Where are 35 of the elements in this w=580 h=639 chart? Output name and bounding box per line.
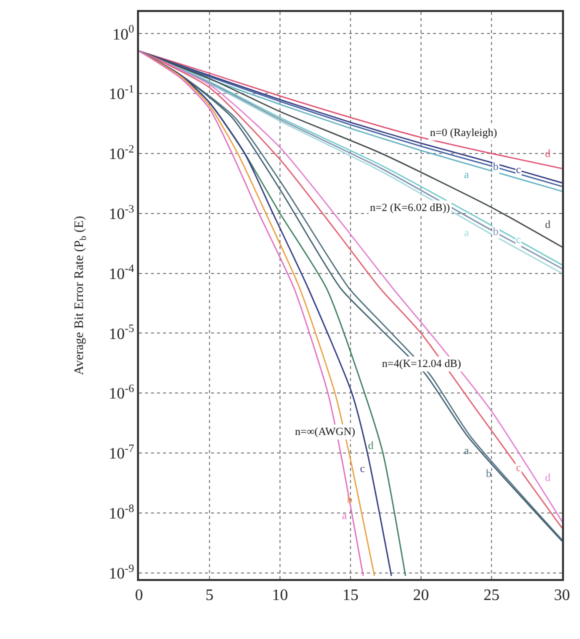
x-tick-label: 25 (484, 586, 500, 604)
series-label: a (464, 169, 469, 181)
y-tick-label: 10$^{-6}$ (108, 383, 134, 403)
y-tick-label: 10$^{-8}$ (108, 502, 134, 523)
annotation: n=2 (K=6.02 dB)) (370, 202, 450, 214)
series-label: a (342, 510, 347, 522)
y-tick-label: 10$^{-7}$ (108, 442, 134, 463)
series-label: c (516, 234, 521, 246)
x-tick-label: 15 (342, 586, 358, 604)
y-tick-label: 10$^{-2}$ (108, 143, 134, 164)
y-tick-label: 10$^{0}$ (112, 24, 134, 44)
y-tick-label: 10$^{-1}$ (108, 83, 134, 104)
series-label: b (493, 161, 499, 173)
x-tick-label: 30 (554, 586, 570, 604)
series-label: d (368, 440, 374, 452)
y-tick-label: 10$^{-4}$ (108, 263, 134, 283)
annotation: n=0 (Rayleigh) (430, 127, 498, 139)
y-tick-label: 10$^{-5}$ (108, 323, 134, 343)
y-tick-label: 10$^{-3}$ (108, 203, 134, 223)
series-label: d (545, 219, 551, 231)
series-label: a (464, 227, 469, 239)
series-label: a (464, 445, 469, 457)
x-tick-label: 10 (272, 586, 288, 604)
y-tick-label: 10$^{-9}$ (108, 562, 134, 582)
series-label: c (516, 462, 521, 474)
series-label: c (516, 164, 521, 176)
x-tick-label: 5 (206, 586, 214, 604)
x-tick-label: 0 (135, 586, 143, 604)
series-label: c (360, 463, 365, 475)
series-label: d (545, 472, 551, 484)
x-tick-label: 20 (413, 586, 429, 604)
series-label: b (493, 226, 499, 238)
series-label: b (486, 468, 492, 480)
annotation: n=∞(AWGN) (295, 426, 356, 438)
annotation: n=4(K=12.04 dB) (382, 358, 462, 370)
